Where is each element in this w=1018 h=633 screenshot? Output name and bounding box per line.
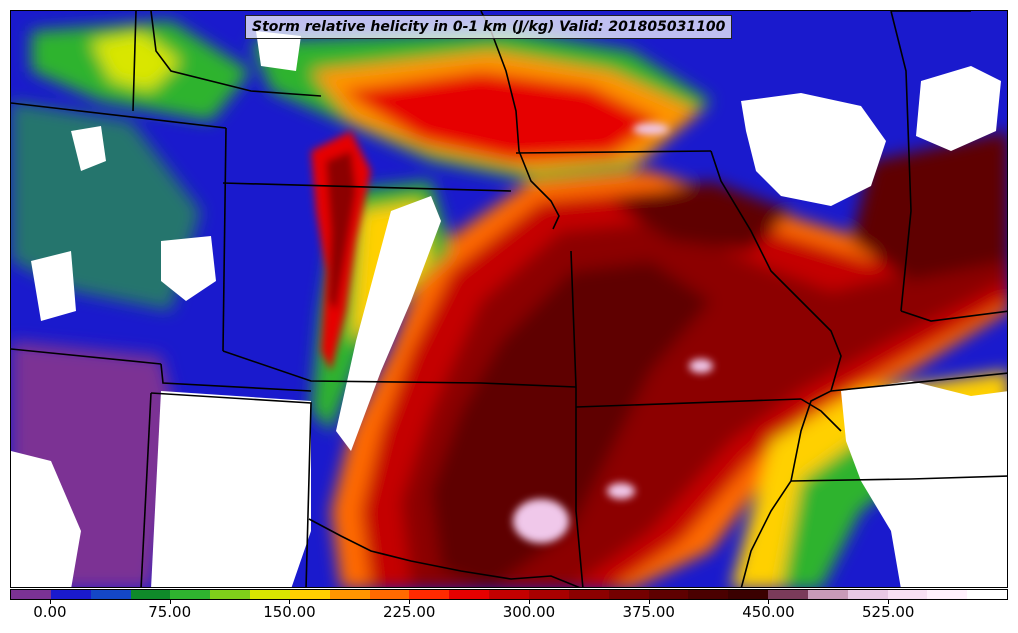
colorbar-segment — [648, 590, 689, 599]
colorbar-tick — [648, 600, 650, 604]
colorbar-segment — [409, 590, 450, 599]
colorbar-tick-label: 225.00 — [382, 603, 436, 621]
colorbar-segment — [847, 590, 888, 599]
state-boundaries — [11, 11, 1007, 587]
colorbar-segment — [289, 590, 330, 599]
colorbar-segment — [130, 590, 171, 599]
colorbar-tick — [169, 600, 171, 604]
colorbar-tick — [289, 600, 291, 604]
colorbar-segment — [728, 590, 769, 599]
colorbar-segment — [528, 590, 569, 599]
colorbar-tick — [49, 600, 51, 604]
colorbar-segment — [50, 590, 91, 599]
colorbar-segment — [568, 590, 609, 599]
colorbar — [10, 589, 1008, 600]
map-panel — [10, 10, 1008, 588]
colorbar-segment — [90, 590, 131, 599]
colorbar-segment — [170, 590, 211, 599]
colorbar-segment — [250, 590, 290, 599]
colorbar-segment — [807, 590, 848, 599]
colorbar-segment — [11, 590, 51, 599]
colorbar-tick — [409, 600, 411, 604]
colorbar-segment — [489, 590, 529, 599]
colorbar-segment — [967, 590, 1008, 599]
colorbar-segment — [210, 590, 251, 599]
colorbar-segment — [369, 590, 410, 599]
colorbar-tick-label: 450.00 — [742, 603, 795, 621]
map-title: Storm relative helicity in 0-1 km (J/kg)… — [245, 15, 733, 39]
colorbar-tick — [888, 600, 890, 604]
colorbar-tick-label: 75.00 — [148, 603, 192, 621]
colorbar-tick-label: 375.00 — [622, 603, 675, 621]
colorbar-tick — [768, 600, 770, 604]
colorbar-tick — [528, 600, 530, 604]
colorbar-tick-label: 0.00 — [33, 603, 67, 621]
colorbar-segment — [449, 590, 490, 599]
colorbar-ticks: 0.00 75.00 150.00 225.00 300.00 375.00 450.00 5… — [10, 600, 1008, 630]
colorbar-tick-label: 300.00 — [502, 603, 556, 621]
colorbar-segment — [329, 590, 370, 599]
colorbar-segment — [608, 590, 649, 599]
helicity-field — [11, 11, 1007, 587]
colorbar-segment — [887, 590, 928, 599]
helicity-map — [11, 11, 1007, 587]
colorbar-segment — [768, 590, 808, 599]
colorbar-segment — [927, 590, 968, 599]
colorbar-tick-label: 150.00 — [263, 603, 316, 621]
colorbar-segment — [688, 590, 729, 599]
colorbar-tick-label: 525.00 — [861, 603, 915, 621]
